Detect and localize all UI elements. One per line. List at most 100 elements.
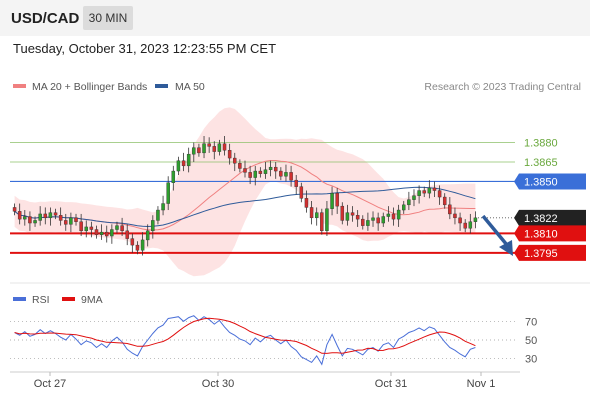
- price-tag-1.3822: [514, 209, 586, 226]
- price-label-1.3822: 1.3822: [524, 213, 558, 225]
- ma20-legend-swatch: [13, 84, 26, 88]
- candle: [442, 193, 447, 209]
- candle: [355, 210, 360, 227]
- candle: [125, 224, 129, 246]
- candle: [115, 221, 119, 234]
- candle: [17, 203, 22, 225]
- candle: [227, 143, 232, 165]
- candle: [381, 212, 386, 227]
- candle: [238, 159, 242, 173]
- x-tick-label: Oct 31: [375, 378, 407, 390]
- header-bar: USD/CAD 30 MIN: [0, 0, 590, 36]
- ma20-legend-label: MA 20 + Bollinger Bands: [32, 81, 147, 93]
- candle: [58, 207, 63, 226]
- candle: [330, 186, 334, 216]
- candlesticks: [12, 135, 478, 256]
- candle: [156, 206, 160, 225]
- candle: [299, 182, 304, 203]
- candle: [361, 215, 365, 230]
- candle: [33, 216, 37, 227]
- research-credit: Research © 2023 Trading Central: [424, 81, 581, 93]
- candle: [222, 135, 227, 156]
- candle: [233, 152, 237, 172]
- candle: [197, 143, 201, 157]
- candle: [437, 185, 442, 205]
- candle: [304, 190, 309, 213]
- candle: [186, 147, 191, 173]
- candle: [192, 142, 196, 162]
- candle: [12, 203, 17, 216]
- candle: [181, 152, 186, 172]
- candle: [376, 212, 380, 231]
- candle: [396, 204, 401, 227]
- candle: [212, 141, 217, 160]
- price-label-1.3850: 1.3850: [524, 176, 558, 188]
- candle: [371, 211, 375, 227]
- candle: [263, 161, 268, 179]
- candle: [284, 164, 288, 182]
- ma50-legend-label: MA 50: [175, 81, 205, 93]
- candle: [171, 165, 176, 191]
- candle: [151, 215, 155, 239]
- candle: [74, 213, 78, 226]
- candle: [110, 224, 114, 244]
- x-axis: Oct 27 Oct 30 Oct 31 Nov 1: [10, 371, 520, 390]
- candle: [84, 220, 88, 238]
- currency-pair-title: USD/CAD: [11, 10, 80, 27]
- candle: [48, 207, 53, 226]
- ma50-legend-swatch: [155, 84, 168, 88]
- price-label-1.3880: 1.3880: [524, 137, 558, 149]
- candle: [320, 208, 324, 235]
- candle: [325, 200, 329, 237]
- candle: [23, 210, 27, 226]
- candle: [104, 225, 109, 243]
- rsi-tick-70: 70: [525, 316, 537, 328]
- x-tick-label: Oct 30: [202, 378, 234, 390]
- candle: [89, 221, 94, 238]
- forecast-arrow-icon: [481, 214, 513, 256]
- candle: [412, 189, 416, 207]
- candle: [207, 137, 211, 153]
- candle: [38, 206, 42, 226]
- candle: [468, 213, 473, 234]
- bollinger-band-area: [14, 107, 476, 277]
- candle: [417, 185, 421, 204]
- price-label-1.3810: 1.3810: [524, 228, 558, 240]
- timeframe-badge[interactable]: 30 MIN: [83, 6, 133, 30]
- candle: [176, 156, 181, 175]
- bollinger-bands: [14, 107, 476, 277]
- rsi-tick-50: 50: [525, 335, 537, 347]
- candle: [94, 225, 99, 239]
- price-tag-1.3810: [514, 225, 586, 242]
- candle: [64, 213, 68, 231]
- candle: [463, 219, 467, 233]
- candle: [294, 174, 298, 195]
- candle: [161, 195, 165, 216]
- candle: [289, 165, 293, 187]
- candle: [279, 167, 283, 181]
- chart-datetime: Tuesday, October 31, 2023 12:23:55 PM CE…: [13, 41, 277, 56]
- candle: [422, 186, 426, 198]
- candle: [243, 160, 247, 178]
- rsi-tick-30: 30: [525, 354, 537, 366]
- candle: [248, 165, 252, 185]
- candle: [473, 211, 478, 229]
- candle: [432, 181, 437, 198]
- candle: [130, 233, 135, 253]
- candle: [350, 206, 355, 222]
- x-tick-label: Nov 1: [467, 378, 496, 390]
- candle: [166, 176, 170, 211]
- candle: [273, 161, 278, 179]
- candle: [458, 212, 462, 231]
- candle: [79, 213, 83, 237]
- candle: [335, 187, 339, 214]
- candle: [28, 211, 32, 231]
- rsi-ma-line: [14, 317, 476, 354]
- rsi-legend-label: RSI: [32, 294, 50, 306]
- candle: [402, 200, 406, 214]
- candle: [69, 212, 73, 233]
- rsi-line: [14, 315, 476, 366]
- candle: [253, 165, 257, 186]
